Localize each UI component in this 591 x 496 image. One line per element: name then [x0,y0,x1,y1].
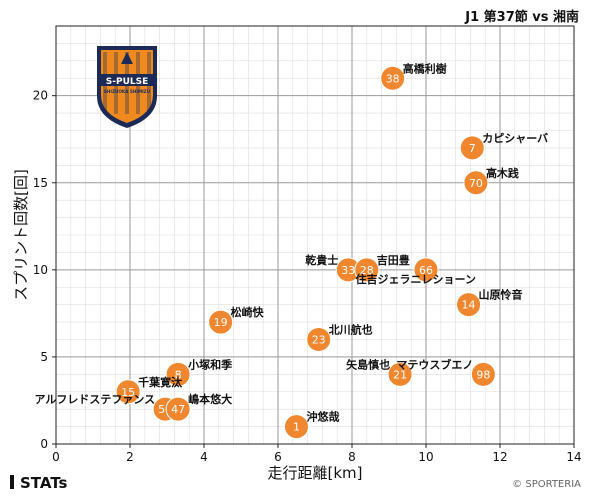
player-number-label: 66 [419,264,433,277]
player-point [165,361,191,387]
player-name-label: カピシャーバ [482,132,548,145]
player-point-group: 7 カピシャーバ [459,132,548,161]
player-point [459,135,485,161]
x-tick-label: 14 [566,450,581,464]
stats-logo-bar [10,475,14,489]
player-name-label: 松崎快 [231,305,265,319]
player-name-label: 小塚和季 [187,357,233,371]
player-name-label: 嶋本悠大 [188,392,232,406]
player-point [354,257,380,283]
player-number-label: 1 [293,421,300,434]
x-tick-label: 12 [492,450,507,464]
player-number-label: 98 [476,368,490,381]
player-number-label: 14 [462,299,476,312]
player-number-label: 70 [469,177,483,190]
stats-brand: STATs [10,474,67,492]
player-number-label: 19 [214,316,228,329]
player-point-group: 8 小塚和季 [165,357,233,387]
player-name-label: 北川航也 [329,323,373,337]
player-number-label: 21 [393,368,407,381]
player-name-label: 千葉寛汰 [138,375,183,389]
player-name-label: 吉田豊 [377,253,410,267]
player-point-group: 1 沖悠哉 [284,410,340,440]
player-point [380,65,406,91]
player-point [470,361,496,387]
y-tick-label: 20 [33,89,48,103]
crest-band [100,74,154,86]
y-tick-label: 15 [33,176,48,190]
player-point [413,257,439,283]
x-tick-label: 4 [200,450,208,464]
player-name-label: 山原怜音 [479,288,523,302]
player-number-label: 8 [175,368,182,381]
player-name-label: 住吉ジェラニレショーン [356,272,476,286]
x-tick-label: 10 [418,450,433,464]
x-tick-label: 0 [52,450,60,464]
club-crest-logo: S-PULSE SHIZUOKA SHIMIZU [97,46,157,128]
player-point [306,327,332,352]
player-name-label: 高橋利樹 [403,61,447,75]
y-tick-label: 5 [40,350,48,364]
x-tick-label: 6 [274,450,282,464]
player-name-label: 乾貴士 [305,253,338,267]
player-point [456,292,482,318]
crest-mountain [121,52,133,64]
player-point [208,309,234,335]
x-tick-label: 2 [126,450,134,464]
player-number-label: 23 [312,334,326,347]
stats-brand-text: STATs [20,474,68,492]
player-number-label: 7 [469,142,476,155]
player-name-label: 矢島慎也 [346,357,390,371]
crest-text-bottom: SHIZUOKA SHIMIZU [104,89,151,94]
y-tick-label: 10 [33,263,48,277]
player-name-label: 高木践 [486,166,519,180]
chart-header: J1 第37節 vs 湘南 [465,10,579,25]
crest-inner [101,50,153,123]
player-number-label: 15 [121,386,135,399]
player-point [165,396,191,422]
player-number-label: 28 [360,264,374,277]
credit-text: © SPORTERIA [512,479,581,490]
player-point [284,414,309,440]
player-number-label: 47 [171,403,185,416]
plot-frame [55,25,575,445]
player-number-label: 33 [341,264,355,277]
x-axis-label: 走行距離[km] [267,464,362,482]
player-point [387,361,413,387]
player-name-label: マテウスブエノ [396,357,473,371]
x-tick-label: 8 [348,450,356,464]
player-point [463,170,489,196]
y-tick-label: 0 [40,437,48,451]
player-number-label: 38 [386,72,400,85]
player-name-label: 沖悠哉 [307,410,340,424]
crest-text-top: S-PULSE [106,77,149,87]
y-axis-label: スプリント回数[回] [12,169,30,301]
player-point [115,379,141,405]
player-name-label: アルフレドステファンス [34,393,155,406]
